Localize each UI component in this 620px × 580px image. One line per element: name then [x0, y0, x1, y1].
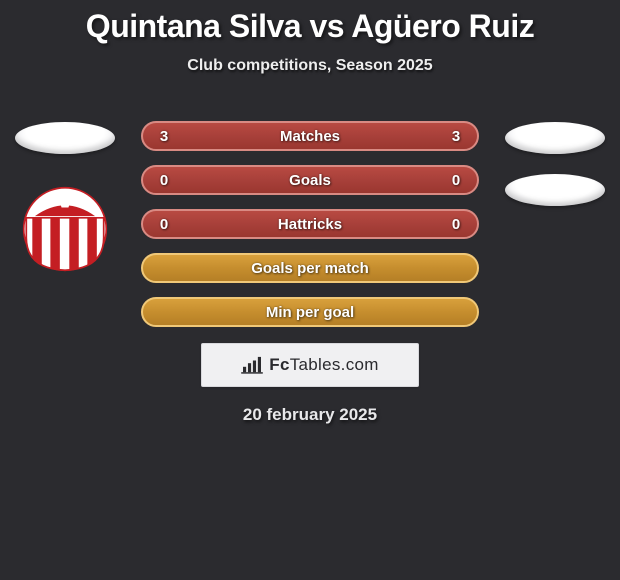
- comparison-card: Quintana Silva vs Agüero Ruiz Club compe…: [0, 0, 620, 580]
- barchart-icon: [241, 356, 263, 374]
- stat-label: Goals per match: [143, 260, 477, 277]
- player-badge-left: [15, 122, 115, 154]
- player-badge-right-1: [505, 122, 605, 154]
- stat-left-value: 3: [157, 128, 171, 145]
- stat-row-hattricks: 0 Hattricks 0: [141, 209, 479, 239]
- stat-left-value: 0: [157, 216, 171, 233]
- stat-label: Min per goal: [143, 304, 477, 321]
- stat-label: Matches: [143, 128, 477, 145]
- stat-left-value: 0: [157, 172, 171, 189]
- context-subtitle: Club competitions, Season 2025: [0, 57, 620, 75]
- watermark-suffix: .com: [341, 355, 379, 374]
- club-crest-left: [22, 186, 108, 272]
- stat-label: Goals: [143, 172, 477, 189]
- stat-row-goals-per-match: Goals per match: [141, 253, 479, 283]
- stat-right-value: 3: [449, 128, 463, 145]
- stat-right-value: 0: [449, 216, 463, 233]
- left-player-column: [10, 122, 120, 272]
- stat-label: Hattricks: [143, 216, 477, 233]
- page-title: Quintana Silva vs Agüero Ruiz: [0, 8, 620, 45]
- player-badge-right-2: [505, 174, 605, 206]
- stat-row-matches: 3 Matches 3: [141, 121, 479, 151]
- stat-bars: 3 Matches 3 0 Goals 0 0 Hattricks 0 Goal…: [141, 121, 479, 327]
- stat-right-value: 0: [449, 172, 463, 189]
- watermark-main: Tables: [290, 355, 341, 374]
- generation-date: 20 february 2025: [0, 405, 620, 425]
- stat-row-min-per-goal: Min per goal: [141, 297, 479, 327]
- watermark-text: FcTables.com: [269, 355, 378, 375]
- watermark-prefix: Fc: [269, 355, 289, 374]
- right-player-column: [500, 122, 610, 206]
- stat-row-goals: 0 Goals 0: [141, 165, 479, 195]
- source-watermark: FcTables.com: [201, 343, 419, 387]
